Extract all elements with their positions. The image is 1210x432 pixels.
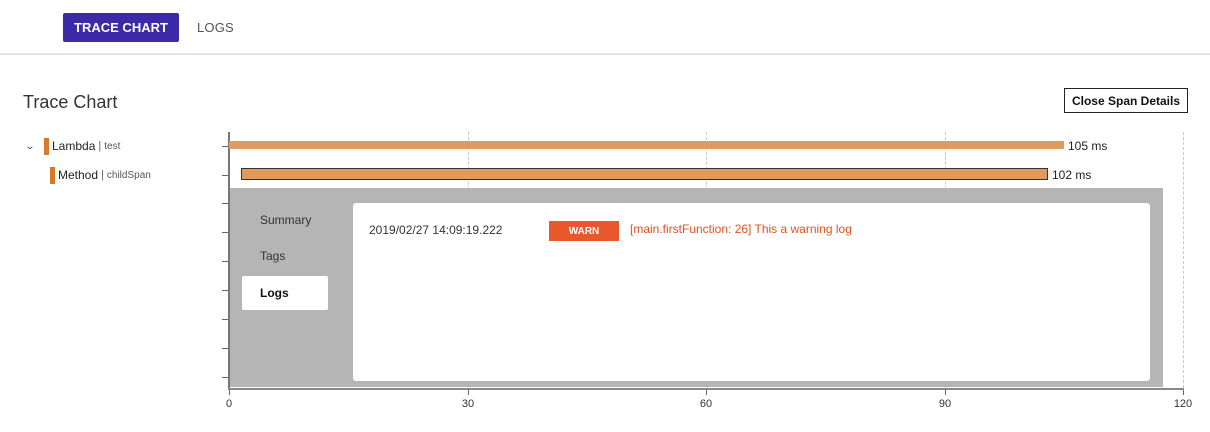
logs-list: 2019/02/27 14:09:19.222 WARN [main.first…: [353, 203, 1150, 381]
span-bar-lambda[interactable]: [229, 141, 1064, 149]
tab-trace-chart[interactable]: TRACE CHART: [63, 13, 179, 42]
x-tick-label: 0: [225, 398, 233, 410]
y-tick: [222, 203, 228, 204]
span-bar-method[interactable]: [241, 168, 1048, 180]
gridline: [1183, 132, 1184, 388]
close-span-details-button[interactable]: Close Span Details: [1064, 88, 1188, 113]
y-tick: [222, 232, 228, 233]
x-tick: [468, 390, 469, 395]
span-duration-label: 102 ms: [1052, 168, 1092, 182]
y-axis: [228, 132, 230, 390]
service-name: Method: [58, 168, 99, 182]
y-tick: [222, 261, 228, 262]
span-details-panel: Summary Tags Logs 2019/02/27 14:09:19.22…: [230, 188, 1163, 387]
tab-logs[interactable]: LOGS: [197, 20, 234, 35]
x-tick-label: 90: [938, 398, 952, 410]
log-level-badge: WARN: [549, 221, 619, 241]
y-tick: [222, 290, 228, 291]
x-tick-label: 30: [461, 398, 475, 410]
chevron-down-icon[interactable]: ⌄: [24, 140, 36, 152]
details-tab-logs[interactable]: Logs: [242, 276, 328, 310]
x-tick: [1183, 390, 1184, 395]
service-color-swatch: [50, 166, 55, 184]
x-tick: [706, 390, 707, 395]
y-tick: [222, 377, 228, 378]
x-tick-label: 120: [1173, 398, 1193, 410]
x-tick-label: 60: [699, 398, 713, 410]
details-tab-tags[interactable]: Tags: [260, 249, 286, 263]
log-timestamp: 2019/02/27 14:09:19.222: [369, 223, 503, 237]
log-message: [main.firstFunction: 26] This a warning …: [630, 222, 852, 236]
service-color-swatch: [44, 137, 49, 155]
page-title: Trace Chart: [23, 92, 118, 112]
service-name: Lambda: [52, 139, 96, 153]
top-nav: TRACE CHART LOGS: [0, 0, 1210, 55]
span-tree-row-lambda[interactable]: ⌄ Lambda | test: [24, 137, 121, 155]
separator: |: [101, 169, 104, 181]
span-tree-row-method[interactable]: Method | childSpan: [50, 166, 151, 184]
operation-name: childSpan: [106, 169, 151, 181]
y-tick: [222, 319, 228, 320]
y-tick: [222, 146, 228, 147]
x-axis: [228, 388, 1184, 390]
x-tick: [229, 390, 230, 395]
separator: |: [98, 140, 102, 152]
span-duration-label: 105 ms: [1068, 139, 1108, 153]
operation-name: test: [104, 140, 121, 152]
y-tick: [222, 175, 228, 176]
y-tick: [222, 348, 228, 349]
x-tick: [945, 390, 946, 395]
details-tab-summary[interactable]: Summary: [260, 213, 312, 227]
